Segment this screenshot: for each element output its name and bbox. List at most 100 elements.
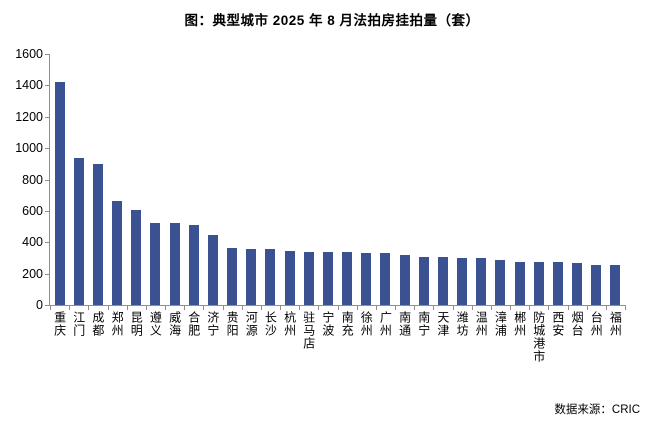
x-axis-tick <box>529 306 531 310</box>
x-axis-tick <box>567 306 569 310</box>
y-axis-tick <box>45 116 50 118</box>
y-axis-tick-label: 0 <box>36 298 43 312</box>
x-axis-tick <box>586 306 588 310</box>
x-axis-label: 遵义 <box>148 311 163 337</box>
bar-潍坊 <box>457 257 468 305</box>
y-axis-tick <box>45 210 50 212</box>
y-axis-tick-label: 1000 <box>15 141 43 156</box>
x-axis-tick <box>625 306 626 310</box>
y-axis-tick <box>45 179 50 181</box>
bar-河源 <box>246 249 257 305</box>
bar-西安 <box>552 261 563 305</box>
x-axis-tick <box>510 306 511 310</box>
x-axis-tick <box>165 306 166 310</box>
bar-宁波 <box>322 251 333 305</box>
x-axis-tick <box>375 306 377 310</box>
x-axis-label: 烟台 <box>570 311 585 337</box>
y-axis-tick <box>45 305 50 306</box>
bar-徐州 <box>361 253 372 305</box>
y-axis-tick <box>45 273 50 275</box>
y-axis-tick-label: 400 <box>22 235 43 250</box>
x-axis-tick <box>126 306 128 310</box>
y-axis-tick-label: 1400 <box>15 78 43 93</box>
x-axis-label: 防城港市 <box>531 311 546 363</box>
x-axis-label: 漳浦 <box>493 311 508 337</box>
bar-南宁 <box>418 257 429 305</box>
x-axis-tick <box>452 306 454 310</box>
data-source-note: 数据来源：CRIC <box>554 404 640 416</box>
x-axis-tick <box>50 306 51 310</box>
bar-威海 <box>169 223 180 305</box>
x-axis-tick <box>107 306 109 310</box>
x-axis-tick <box>203 306 205 310</box>
bar-防城港市 <box>533 261 544 305</box>
bar-温州 <box>476 257 487 305</box>
x-axis-tick <box>241 306 243 310</box>
x-axis-tick <box>414 306 416 310</box>
x-axis-label: 驻马店 <box>301 311 316 350</box>
x-axis-label: 昆明 <box>129 311 144 337</box>
x-axis-label: 合肥 <box>186 311 201 337</box>
x-axis-tick <box>471 306 473 310</box>
bar-遵义 <box>150 222 161 305</box>
bar-杭州 <box>284 250 295 305</box>
x-axis-tick <box>260 306 262 310</box>
x-axis-tick <box>280 306 281 310</box>
x-axis-label: 济宁 <box>205 311 220 337</box>
x-axis-label: 郴州 <box>512 311 527 337</box>
x-axis-label: 福州 <box>608 311 623 337</box>
x-axis-label: 成都 <box>90 311 105 337</box>
y-axis-tick <box>45 85 50 87</box>
x-axis-tick <box>145 306 147 310</box>
x-axis-label: 江门 <box>71 311 86 337</box>
x-axis-tick <box>299 306 301 310</box>
chart-title: 图：典型城市 2025 年 8 月法拍房挂拍量（套） <box>184 13 480 28</box>
y-axis-tick-label: 1600 <box>15 47 43 61</box>
x-axis-tick <box>318 306 320 310</box>
y-axis-tick-label: 600 <box>22 203 43 218</box>
bar-驻马店 <box>303 251 314 305</box>
bar-重庆 <box>54 82 65 305</box>
bar-广州 <box>380 253 391 305</box>
bar-济宁 <box>207 235 218 305</box>
x-axis-label: 南通 <box>397 311 412 337</box>
y-axis-tick <box>45 242 50 244</box>
bar-南充 <box>342 251 353 305</box>
x-axis-label: 威海 <box>167 311 182 337</box>
x-axis-label: 温州 <box>474 311 489 337</box>
bar-合肥 <box>188 224 199 305</box>
bar-郴州 <box>514 261 525 305</box>
x-axis-label: 西安 <box>550 311 565 337</box>
bar-昆明 <box>131 210 142 305</box>
x-axis-line <box>49 305 626 306</box>
bar-福州 <box>610 264 621 305</box>
bar-江门 <box>73 157 84 305</box>
x-axis-label: 徐州 <box>359 311 374 337</box>
bar-天津 <box>437 257 448 305</box>
x-axis-label: 杭州 <box>282 311 297 337</box>
x-axis-label: 宁波 <box>320 311 335 337</box>
bar-贵阳 <box>227 247 238 305</box>
x-axis-tick <box>356 306 358 310</box>
x-axis-tick <box>184 306 186 310</box>
x-axis-label: 潍坊 <box>455 311 470 337</box>
bar-漳浦 <box>495 260 506 305</box>
bar-长沙 <box>265 249 276 305</box>
bar-南通 <box>399 254 410 305</box>
x-axis-tick <box>69 306 71 310</box>
y-axis-tick <box>45 54 50 55</box>
x-axis-label: 贵阳 <box>225 311 240 337</box>
x-axis-tick <box>433 306 435 310</box>
bar-烟台 <box>572 263 583 305</box>
y-axis-tick <box>45 148 50 150</box>
x-axis-tick <box>490 306 492 310</box>
x-axis-tick <box>395 306 396 310</box>
x-axis-tick <box>548 306 550 310</box>
x-axis-label: 河源 <box>244 311 259 337</box>
x-axis-label: 广州 <box>378 311 393 337</box>
x-axis-tick <box>222 306 224 310</box>
y-axis-tick-label: 200 <box>22 266 43 281</box>
x-axis-label: 天津 <box>435 311 450 337</box>
